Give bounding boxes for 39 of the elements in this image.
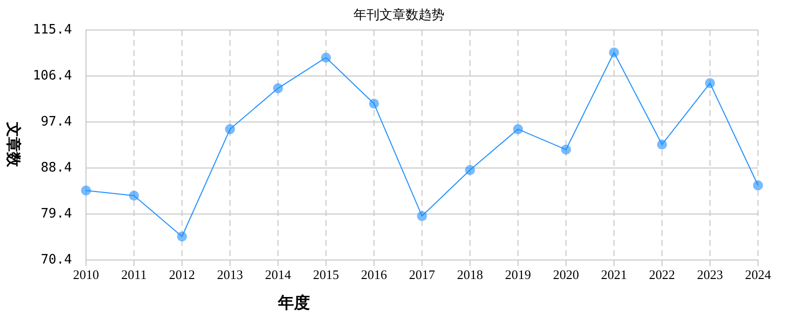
x-tick-label: 2016 [361, 267, 388, 282]
y-tick-label: 106.4 [32, 68, 72, 84]
x-tick-label: 2021 [601, 267, 627, 282]
x-tick-label: 2020 [553, 267, 579, 282]
point [705, 78, 715, 88]
point [225, 124, 235, 134]
y-tick-label: 97.4 [40, 114, 72, 130]
x-tick-label: 2019 [505, 267, 531, 282]
x-tick-label: 2024 [745, 267, 772, 282]
point [321, 52, 331, 63]
point [609, 47, 619, 58]
point [177, 231, 187, 242]
y-axis-title: 文章数 [4, 121, 22, 169]
point [417, 211, 427, 222]
x-tick-label: 2013 [217, 267, 243, 282]
y-tick-label: 88.4 [40, 160, 72, 176]
x-tick-label: 2018 [457, 267, 483, 282]
point [513, 124, 523, 134]
x-tick-label: 2010 [73, 267, 99, 282]
point [81, 185, 91, 196]
x-tick-label: 2012 [169, 267, 195, 282]
x-tick-label: 2023 [697, 267, 723, 282]
x-tick-label: 2022 [649, 267, 675, 282]
point [129, 190, 139, 201]
chart-title: 年刊文章数趋势 [352, 7, 446, 24]
point [657, 139, 667, 150]
y-tick-label: 70.4 [40, 252, 72, 268]
y-tick-label: 79.4 [40, 206, 72, 222]
x-axis-title: 年度 [278, 293, 310, 314]
point [273, 83, 283, 94]
x-tick-label: 2014 [265, 267, 292, 282]
x-tick-label: 2015 [313, 267, 339, 282]
point [465, 165, 475, 176]
point [561, 144, 571, 155]
x-tick-label: 2017 [409, 267, 436, 282]
point [753, 180, 763, 190]
y-tick-label: 115.4 [32, 22, 72, 38]
x-tick-label: 2011 [121, 267, 147, 282]
point [369, 98, 379, 109]
